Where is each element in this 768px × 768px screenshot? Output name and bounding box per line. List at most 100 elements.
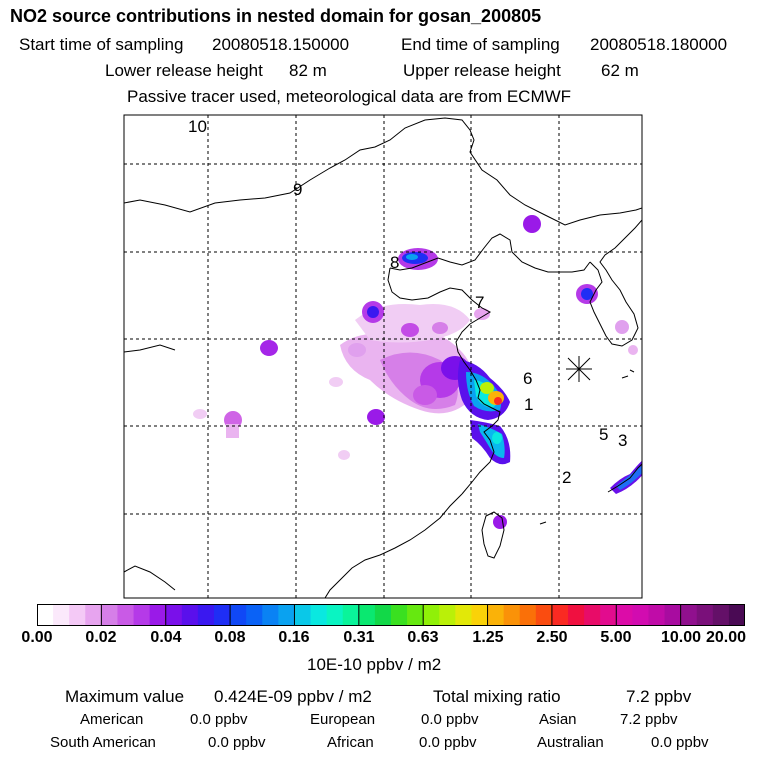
region-value: 7.2 ppbv [620, 711, 678, 728]
colorbar-swatch [181, 604, 199, 626]
region-name: Australian [537, 734, 604, 751]
trajectory-label: 6 [523, 369, 532, 388]
lat-lon-grid [124, 115, 642, 598]
region-name: Asian [539, 711, 577, 728]
coastline-island [629, 369, 635, 373]
colorbar-swatch [728, 604, 745, 626]
total-mixing-label: Total mixing ratio [433, 687, 561, 706]
region-name: European [310, 711, 376, 728]
total-mixing-value: 7.2 ppbv [626, 687, 692, 706]
end-time-label: End time of sampling [401, 35, 560, 54]
region-name: South American [50, 734, 156, 751]
colorbar [37, 604, 745, 626]
colorbar-swatch [69, 604, 86, 626]
plume-cell [193, 409, 207, 419]
trajectory-label: 1 [524, 395, 533, 414]
colorbar-swatch [342, 604, 360, 626]
colorbar-swatch [294, 604, 312, 626]
colorbar-swatch [149, 604, 167, 626]
plume-cell [474, 308, 490, 320]
region-value: 0.0 ppbv [190, 711, 248, 728]
colorbar-swatch [133, 604, 151, 626]
colorbar-swatch [616, 604, 633, 626]
upper-height-label: Upper release height [403, 61, 561, 80]
colorbar-swatch [197, 604, 215, 626]
colorbar-swatch [101, 604, 118, 626]
colorbar-swatch [519, 604, 537, 626]
max-value-label: Maximum value [65, 687, 185, 706]
tracer-note: Passive tracer used, meteorological data… [127, 87, 572, 106]
max-value: 0.424E-09 ppbv / m2 [214, 687, 372, 706]
trajectory-label: 8 [390, 253, 399, 272]
colorbar-swatch [117, 604, 135, 626]
plume-cell [523, 215, 541, 233]
colorbar-tick-label: 0.31 [343, 629, 375, 646]
colorbar-swatch [487, 604, 505, 626]
border-line [124, 117, 642, 226]
map-frame [123, 114, 643, 599]
colorbar-swatch [664, 604, 682, 626]
colorbar-tick-label: 0.08 [214, 629, 246, 646]
coastline-south [324, 493, 463, 598]
colorbar-tick-label: 1.25 [472, 629, 504, 646]
plume-cell [367, 409, 385, 425]
colorbar-swatch [374, 604, 392, 626]
plume-cell [492, 432, 502, 444]
colorbar-swatch [648, 604, 666, 626]
plume-cell [226, 424, 239, 438]
colorbar-swatch [455, 604, 472, 626]
coastline-island [621, 375, 629, 379]
region-name: American [80, 711, 144, 728]
colorbar-tick-label: 0.63 [407, 629, 439, 646]
colorbar-swatch [423, 604, 440, 626]
plume-cell [329, 377, 343, 387]
colorbar-swatch [712, 604, 730, 626]
colorbar-tick-label: 0.02 [85, 629, 117, 646]
plume-cell [615, 320, 629, 334]
coastline-sw [124, 565, 176, 591]
region-value: 0.0 ppbv [421, 711, 479, 728]
colorbar-swatch [551, 604, 569, 626]
lower-height-label: Lower release height [105, 61, 263, 80]
receptor-marker [566, 356, 592, 382]
colorbar-swatch [632, 604, 649, 626]
plume-cell [413, 385, 437, 405]
plume-cell [406, 254, 418, 260]
plume-cell [367, 306, 379, 318]
colorbar-swatch [407, 604, 424, 626]
colorbar-swatch [568, 604, 585, 626]
colorbar-swatch [391, 604, 408, 626]
trajectory-label: 5 [599, 425, 608, 444]
plume-cell [432, 322, 448, 334]
colorbar-swatch [326, 604, 344, 626]
colorbar-swatch [358, 604, 376, 626]
colorbar-swatch [85, 604, 102, 626]
plume-cell [260, 340, 278, 356]
colorbar-swatch [680, 604, 698, 626]
colorbar-swatch [246, 604, 263, 626]
colorbar-swatch [584, 604, 601, 626]
colorbar-tick-label: 10.00 [660, 629, 702, 646]
colorbar-tick-label: 0.00 [21, 629, 53, 646]
plume-cell [480, 382, 494, 394]
colorbar-swatch [214, 604, 231, 626]
colorbar-swatch [503, 604, 521, 626]
colorbar-swatch [600, 604, 617, 626]
colorbar-swatch [278, 604, 295, 626]
colorbar-swatch [535, 604, 553, 626]
colorbar-swatch [696, 604, 714, 626]
colorbar-tick-label: 0.04 [150, 629, 182, 646]
plume-cell [401, 323, 419, 337]
region-value: 0.0 ppbv [208, 734, 266, 751]
colorbar-swatch [439, 604, 456, 626]
plume-cell [628, 345, 638, 355]
coastline-island [539, 521, 547, 525]
trajectory-label: 7 [475, 293, 484, 312]
coastline-japan [607, 463, 642, 493]
colorbar-swatch [230, 604, 247, 626]
region-value: 0.0 ppbv [419, 734, 477, 751]
colorbar-swatch [262, 604, 279, 626]
border-line [124, 344, 176, 353]
coastline-bohai [389, 233, 591, 273]
start-time-value: 20080518.150000 [212, 35, 350, 54]
